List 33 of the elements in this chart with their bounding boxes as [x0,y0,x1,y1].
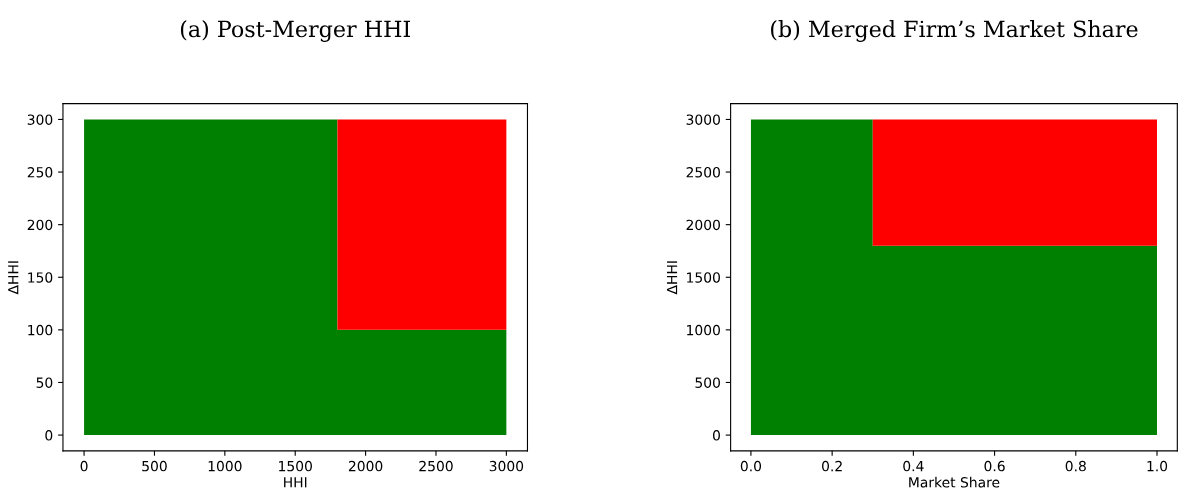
y-tick-label: 500 [695,377,720,388]
y-tick-label: 0 [712,430,720,441]
x-tick-label: 0.0 [740,460,762,472]
y-tick-label: 300 [27,114,53,125]
x-tick-label: 1.0 [1147,460,1168,472]
x-tick-label: 0.2 [822,460,842,472]
x-tick-label: 0.8 [1065,460,1086,472]
x-tick-label: 0.6 [984,460,1005,472]
y-tick-label: 50 [36,377,53,388]
y-axis-title: ΔHHI [666,261,678,295]
x-tick-label: 500 [142,460,167,472]
y-tick-label: 0 [45,430,53,441]
x-tick-label: 2000 [348,460,383,472]
y-tick-label: 1500 [687,272,720,283]
y-tick-label: 200 [27,219,53,231]
x-tick-label: 2500 [419,460,453,472]
x-tick-label: 3000 [489,460,524,472]
y-tick-label: 150 [28,272,53,283]
chart-title: (b) Merged Firm’s Market Share [771,20,1138,42]
y-tick-label: 250 [27,167,53,178]
y-tick-label: 3000 [686,114,720,125]
y-tick-label: 1000 [687,324,720,336]
x-tick-label: 1500 [279,460,312,472]
x-axis-title: Market Share [909,476,1000,488]
x-tick-label: 0.4 [903,460,924,472]
chart-title: (a) Post-Merger HHI [180,20,411,42]
x-axis-title: HHI [284,477,307,488]
y-tick-label: 100 [28,324,53,336]
y-tick-label: 2500 [686,167,720,178]
x-tick-label: 1000 [208,460,242,472]
x-tick-label: 0 [80,460,88,472]
y-tick-label: 2000 [686,219,720,231]
y-axis-title: ΔHHI [8,261,19,295]
